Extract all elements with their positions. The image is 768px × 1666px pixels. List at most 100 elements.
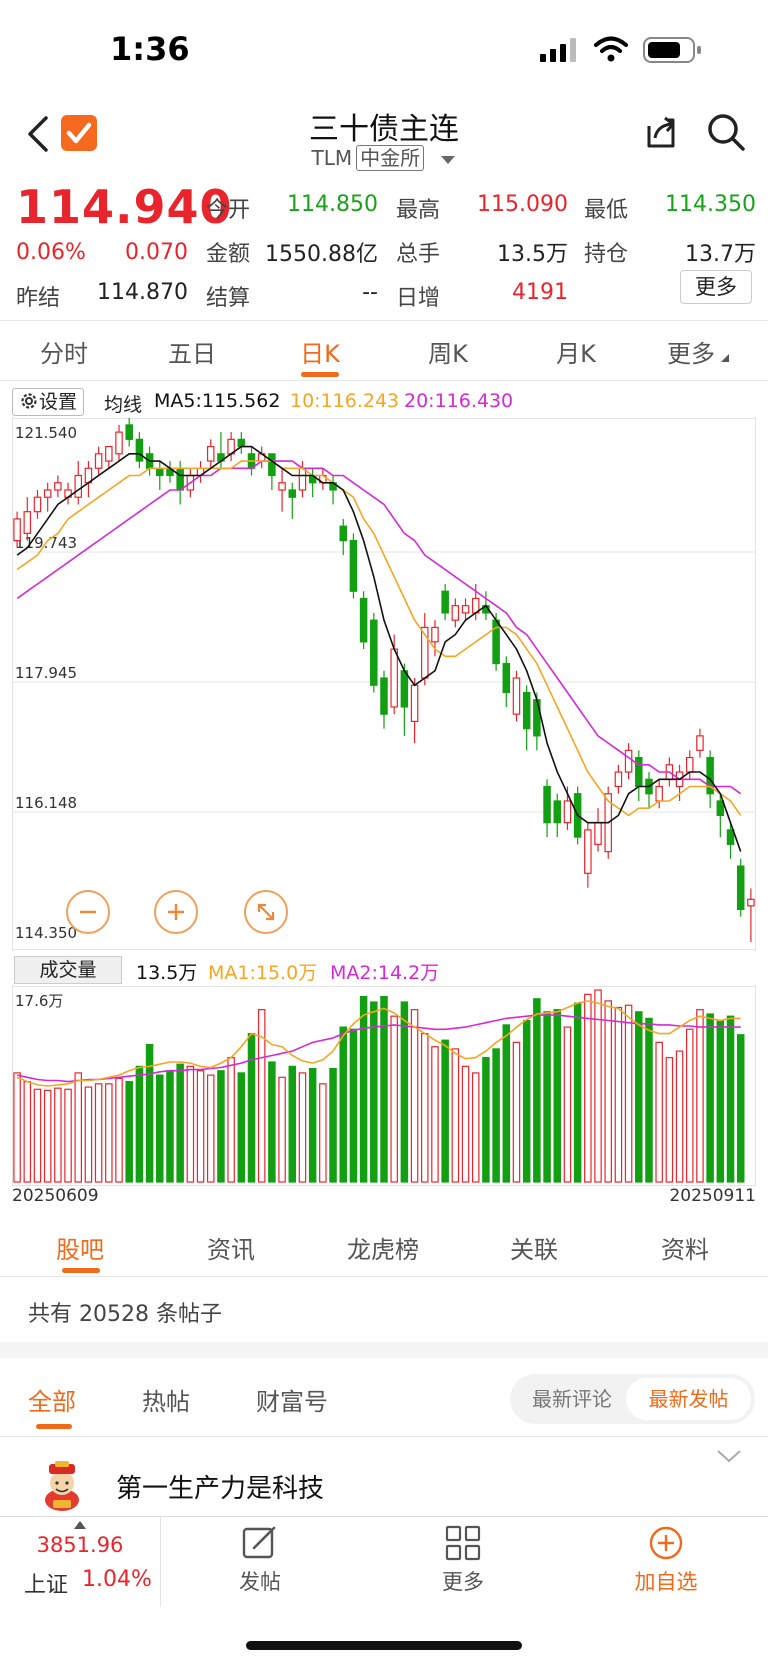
candle-body (43, 489, 52, 498)
volume-bar (563, 1026, 572, 1183)
volume-bar (115, 1077, 123, 1183)
candle-body (94, 453, 103, 469)
volume-bar (594, 989, 602, 1183)
zoom-in-button[interactable] (154, 890, 198, 934)
dropdown-icon (441, 155, 456, 164)
candle-body (23, 511, 32, 534)
y-tick-label: 116.148 (15, 794, 77, 812)
volume-bar (288, 1065, 297, 1183)
volume-max-label: 17.6万 (15, 992, 63, 1010)
expand-icon (257, 903, 275, 921)
tab-news[interactable]: 资讯 (207, 1236, 255, 1264)
chevron-down-icon[interactable] (716, 1448, 742, 1464)
tab-more[interactable]: 更多 (648, 334, 748, 369)
more-button-label: 更多 (442, 1570, 484, 1594)
exchange-badge: 中金所 (356, 145, 425, 171)
volume-indicator-button[interactable]: 成交量 (14, 956, 122, 984)
tab-dragon-tiger[interactable]: 龙虎榜 (347, 1236, 419, 1264)
up-triangle-icon (74, 1521, 86, 1529)
open-label: 今开 (206, 198, 251, 223)
volume-current: 13.5万 (136, 962, 198, 984)
start-date: 20250609 (12, 1186, 99, 1206)
volume-bar (105, 1083, 113, 1183)
bottom-toolbar: 3851.96 上证 1.04% 发帖 更多 加自选 (0, 1516, 768, 1666)
candle-body (533, 699, 541, 737)
volume-bar (522, 1019, 531, 1183)
plus-icon (168, 904, 184, 920)
tab-five-day[interactable]: 五日 (168, 340, 216, 368)
prev-settle-value: 114.870 (97, 280, 188, 305)
volume-bar (533, 998, 541, 1183)
tab-guba[interactable]: 股吧 (56, 1236, 104, 1264)
section-tabs: 股吧 资讯 龙虎榜 关联 资料 (0, 1216, 768, 1276)
tab-daily-k[interactable]: 日K (300, 340, 340, 368)
post-item[interactable]: 第一生产力是科技 (0, 1438, 768, 1516)
fullscreen-button[interactable] (244, 890, 288, 934)
more-button[interactable]: 更多 (403, 1525, 523, 1596)
signal-icon (540, 38, 576, 62)
volume-bar (736, 1034, 745, 1183)
index-value: 3851.96 (36, 1533, 124, 1557)
add-watchlist-label: 加自选 (634, 1570, 698, 1594)
volume-bar (624, 1004, 633, 1183)
chart-period-tabs: 分时 五日 日K 周K 月K 更多 (0, 322, 768, 380)
candle-body (74, 474, 83, 498)
feed-tab-hot[interactable]: 热帖 (142, 1388, 190, 1416)
volume-bar (33, 1088, 42, 1183)
tab-related[interactable]: 关联 (510, 1236, 558, 1264)
volume-bar (125, 1081, 133, 1183)
volume-bar (54, 1087, 62, 1183)
watchlist-check-icon[interactable] (60, 114, 98, 152)
volume-bar (23, 1081, 32, 1183)
volume-bar (278, 1076, 286, 1183)
candle-body (614, 771, 623, 788)
ma5-value: MA5:115.562 (154, 390, 281, 412)
tab-intraday[interactable]: 分时 (40, 340, 88, 368)
change-pct: 0.06% (16, 240, 86, 265)
volume-bar (156, 1074, 164, 1183)
post-button[interactable]: 发帖 (200, 1525, 320, 1596)
index-ticker[interactable]: 3851.96 上证 1.04% (0, 1517, 161, 1607)
candle-body (624, 749, 633, 773)
tab-profile[interactable]: 资料 (661, 1236, 709, 1264)
volume-bar (370, 1001, 378, 1183)
edit-icon (242, 1526, 276, 1559)
post-button-label: 发帖 (239, 1570, 281, 1594)
volume-bar (349, 1028, 358, 1183)
low-label: 最低 (584, 198, 629, 223)
volume-bar (64, 1088, 72, 1183)
daily-inc-value: 4191 (512, 280, 568, 305)
change-value: 0.070 (125, 240, 188, 265)
add-watchlist-button[interactable]: 加自选 (606, 1525, 726, 1596)
tab-monthly-k[interactable]: 月K (556, 340, 596, 368)
candle-body (115, 431, 123, 455)
wifi-icon (594, 36, 628, 62)
oi-label: 持仓 (584, 242, 629, 267)
amount-value: 1550.88亿 (265, 242, 378, 267)
feed-tab-fortune[interactable]: 财富号 (256, 1388, 328, 1416)
share-icon[interactable] (643, 114, 681, 152)
volume-bar (441, 1039, 449, 1183)
end-date: 20250911 (669, 1186, 756, 1206)
feed-tab-all[interactable]: 全部 (28, 1388, 76, 1416)
sort-latest-comment[interactable]: 最新评论 (532, 1387, 612, 1411)
volume-bar (573, 1002, 582, 1183)
tab-weekly-k[interactable]: 周K (428, 340, 468, 368)
candle-body (206, 445, 215, 462)
volume-bar (706, 1013, 714, 1183)
volume-bar (645, 1017, 653, 1183)
candle-body (655, 785, 663, 802)
volume-ma1-line (16, 1000, 741, 1087)
back-icon[interactable] (24, 114, 50, 154)
sort-latest-post[interactable]: 最新发帖 (626, 1378, 751, 1420)
active-section-underline (62, 1268, 100, 1273)
settings-button[interactable]: 设置 (12, 388, 85, 416)
more-quote-button[interactable]: 更多 (680, 270, 752, 304)
contract-subtitle[interactable]: TLM 中金所 (0, 142, 768, 171)
volume-value: 13.5万 (497, 242, 568, 267)
gear-icon (21, 393, 37, 409)
settle-label: 结算 (206, 286, 251, 311)
zoom-out-button[interactable] (66, 890, 110, 934)
search-icon[interactable] (706, 112, 746, 152)
